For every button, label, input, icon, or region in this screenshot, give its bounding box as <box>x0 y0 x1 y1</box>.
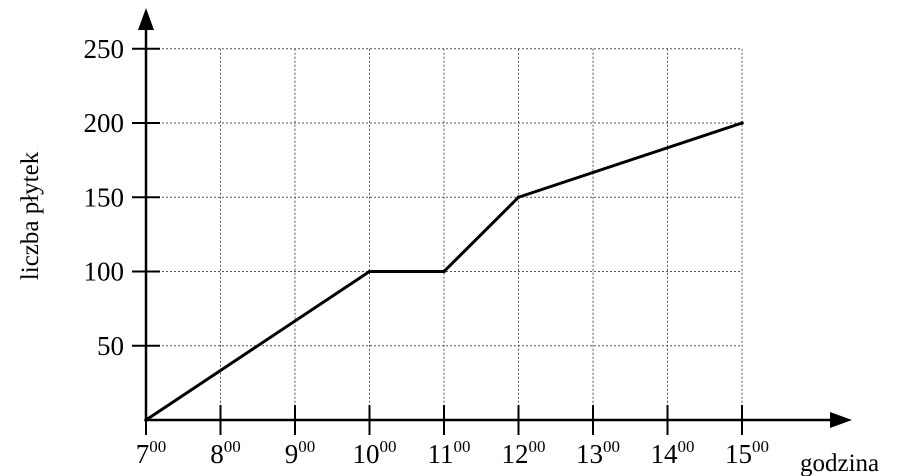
x-axis-label: godzina <box>800 450 879 476</box>
y-tick-label: 150 <box>84 182 125 212</box>
x-axis-arrow-icon <box>830 412 852 428</box>
x-tick-label: 700 <box>136 437 167 469</box>
y-tick-labels: 50 100 150 200 250 <box>84 34 125 361</box>
x-tick-label: 1200 <box>502 437 546 469</box>
x-tick-labels: 700 800 900 1000 1100 1200 1300 1400 1500 <box>136 437 769 469</box>
data-point <box>144 418 148 422</box>
data-point <box>442 269 446 274</box>
x-tick-label: 1000 <box>353 437 397 469</box>
x-tick-label: 1300 <box>576 437 620 469</box>
y-tick-label: 250 <box>84 34 125 64</box>
y-axis-arrow-icon <box>138 8 154 30</box>
y-axis-label: liczba płytek <box>17 151 44 280</box>
data-point <box>740 121 744 125</box>
x-tick-label: 1500 <box>725 437 769 469</box>
x-tick-label: 1400 <box>651 437 695 469</box>
y-tick-label: 50 <box>97 331 124 361</box>
x-tick-label: 1100 <box>428 437 471 469</box>
grid <box>146 48 743 420</box>
x-tick-label: 900 <box>285 437 316 469</box>
y-tick-label: 100 <box>84 257 125 287</box>
data-point <box>516 195 521 200</box>
axes <box>132 8 852 435</box>
data-point <box>367 269 372 274</box>
series-layer <box>144 121 744 422</box>
x-tick-label: 800 <box>210 437 241 469</box>
y-tick-label: 200 <box>84 108 125 138</box>
